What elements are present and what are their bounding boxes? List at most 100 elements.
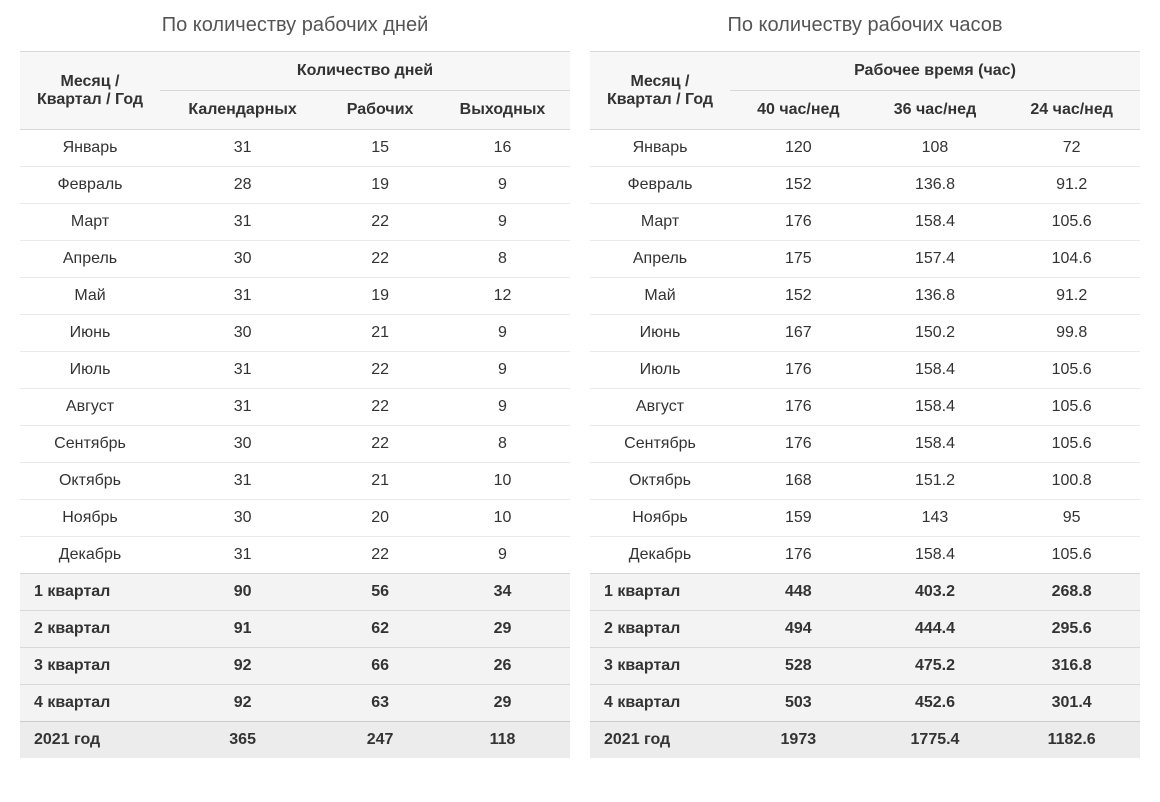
hours-row: Июль176158.4105.6 [590, 352, 1140, 389]
days-cell: 22 [325, 352, 435, 389]
days-cell: 30 [160, 315, 325, 352]
days-row: Март31229 [20, 204, 570, 241]
days-cell: 9 [435, 204, 570, 241]
days-row: Май311912 [20, 278, 570, 315]
hours-cell: 176 [730, 389, 867, 426]
days-cell: 31 [160, 463, 325, 500]
days-cell: 118 [435, 722, 570, 759]
days-cell: 26 [435, 648, 570, 685]
hours-col-1: 36 час/нед [867, 91, 1004, 130]
hours-cell: 151.2 [867, 463, 1004, 500]
days-group-header: Количество дней [160, 52, 570, 91]
hours-cell: 158.4 [867, 537, 1004, 574]
days-cell: 10 [435, 500, 570, 537]
days-row: Апрель30228 [20, 241, 570, 278]
days-row-label: 2 квартал [20, 611, 160, 648]
days-row: 4 квартал926329 [20, 685, 570, 722]
days-cell: 9 [435, 537, 570, 574]
hours-cell: 157.4 [867, 241, 1004, 278]
days-row-label: 1 квартал [20, 574, 160, 611]
days-cell: 22 [325, 537, 435, 574]
days-cell: 92 [160, 648, 325, 685]
days-cell: 56 [325, 574, 435, 611]
days-row: Декабрь31229 [20, 537, 570, 574]
hours-row: Март176158.4105.6 [590, 204, 1140, 241]
days-col-1: Рабочих [325, 91, 435, 130]
hours-cell: 105.6 [1003, 352, 1140, 389]
hours-cell: 295.6 [1003, 611, 1140, 648]
days-row-label: Март [20, 204, 160, 241]
hours-cell: 176 [730, 352, 867, 389]
days-row: Июнь30219 [20, 315, 570, 352]
days-cell: 22 [325, 204, 435, 241]
hours-row-label: Август [590, 389, 730, 426]
hours-row: Октябрь168151.2100.8 [590, 463, 1140, 500]
hours-row-label: 3 квартал [590, 648, 730, 685]
hours-cell: 158.4 [867, 389, 1004, 426]
days-row: Февраль28199 [20, 167, 570, 204]
days-row: Январь311516 [20, 130, 570, 167]
days-cell: 66 [325, 648, 435, 685]
days-table: Месяц / Квартал / Год Количество дней Ка… [20, 51, 570, 758]
hours-row-label: 2 квартал [590, 611, 730, 648]
hours-cell: 301.4 [1003, 685, 1140, 722]
hours-cell: 105.6 [1003, 537, 1140, 574]
days-cell: 9 [435, 315, 570, 352]
hours-cell: 503 [730, 685, 867, 722]
hours-row: Апрель175157.4104.6 [590, 241, 1140, 278]
days-col-2: Выходных [435, 91, 570, 130]
days-row-label: Май [20, 278, 160, 315]
days-cell: 34 [435, 574, 570, 611]
days-cell: 30 [160, 500, 325, 537]
hours-cell: 176 [730, 426, 867, 463]
hours-row-header: Месяц / Квартал / Год [590, 52, 730, 130]
days-row-label: 4 квартал [20, 685, 160, 722]
days-panel: По количеству рабочих дней Месяц / Кварт… [20, 10, 570, 758]
hours-cell: 99.8 [1003, 315, 1140, 352]
hours-cell: 136.8 [867, 167, 1004, 204]
days-row-label: Август [20, 389, 160, 426]
hours-cell: 452.6 [867, 685, 1004, 722]
hours-cell: 72 [1003, 130, 1140, 167]
days-cell: 8 [435, 241, 570, 278]
hours-cell: 494 [730, 611, 867, 648]
days-cell: 19 [325, 167, 435, 204]
days-cell: 31 [160, 352, 325, 389]
hours-cell: 91.2 [1003, 278, 1140, 315]
hours-row-label: Декабрь [590, 537, 730, 574]
days-row-label: 2021 год [20, 722, 160, 759]
days-row: 3 квартал926626 [20, 648, 570, 685]
hours-cell: 136.8 [867, 278, 1004, 315]
days-row: 2 квартал916229 [20, 611, 570, 648]
hours-cell: 100.8 [1003, 463, 1140, 500]
hours-cell: 105.6 [1003, 204, 1140, 241]
hours-cell: 105.6 [1003, 426, 1140, 463]
hours-row: Февраль152136.891.2 [590, 167, 1140, 204]
hours-cell: 104.6 [1003, 241, 1140, 278]
days-row-label: Апрель [20, 241, 160, 278]
days-cell: 29 [435, 611, 570, 648]
days-row: Июль31229 [20, 352, 570, 389]
hours-row: 2 квартал494444.4295.6 [590, 611, 1140, 648]
hours-cell: 158.4 [867, 204, 1004, 241]
hours-cell: 176 [730, 204, 867, 241]
hours-cell: 91.2 [1003, 167, 1140, 204]
days-cell: 21 [325, 315, 435, 352]
hours-table: Месяц / Квартал / Год Рабочее время (час… [590, 51, 1140, 758]
days-row-label: Декабрь [20, 537, 160, 574]
hours-row-label: Апрель [590, 241, 730, 278]
tables-wrapper: По количеству рабочих дней Месяц / Кварт… [20, 10, 1140, 758]
days-row-label: Июль [20, 352, 160, 389]
hours-cell: 176 [730, 537, 867, 574]
days-cell: 19 [325, 278, 435, 315]
days-row-label: Ноябрь [20, 500, 160, 537]
hours-cell: 143 [867, 500, 1004, 537]
hours-row: Май152136.891.2 [590, 278, 1140, 315]
hours-cell: 528 [730, 648, 867, 685]
days-row-label: 3 квартал [20, 648, 160, 685]
days-cell: 90 [160, 574, 325, 611]
hours-row-label: 2021 год [590, 722, 730, 759]
days-cell: 30 [160, 426, 325, 463]
days-cell: 22 [325, 241, 435, 278]
days-row: 2021 год365247118 [20, 722, 570, 759]
